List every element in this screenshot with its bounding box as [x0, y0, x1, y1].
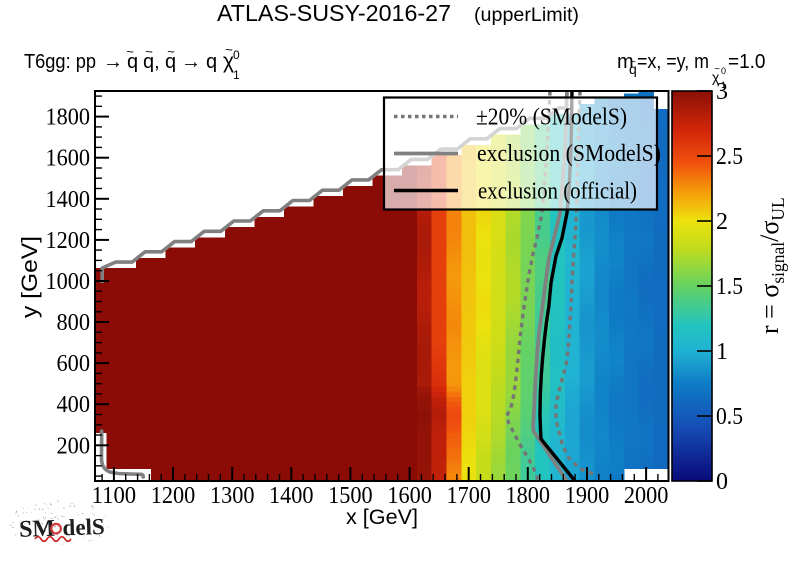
svg-text:~: ~ [167, 44, 175, 59]
svg-text:~: ~ [714, 64, 720, 75]
svg-text:ATLAS-SUSY-2016-27: ATLAS-SUSY-2016-27 [217, 0, 451, 26]
svg-text:0: 0 [233, 48, 240, 62]
svg-text:(upperLimit): (upperLimit) [474, 4, 579, 26]
svg-text:2: 2 [716, 209, 728, 235]
svg-text:1600: 1600 [46, 146, 91, 172]
svg-text:400: 400 [57, 392, 91, 418]
svg-text:~: ~ [126, 44, 134, 59]
svg-text:=x, =y, m: =x, =y, m [637, 51, 709, 73]
svg-text:1700: 1700 [446, 483, 491, 509]
svg-text:1000: 1000 [46, 269, 91, 295]
svg-text:1100: 1100 [92, 483, 137, 509]
svg-text:1300: 1300 [210, 483, 255, 509]
svg-text:800: 800 [57, 310, 91, 336]
svg-text:exclusion (SModelS): exclusion (SModelS) [477, 141, 661, 167]
svg-text:1200: 1200 [151, 483, 196, 509]
svg-text:1: 1 [721, 80, 726, 90]
svg-text:x [GeV]: x [GeV] [346, 505, 418, 529]
svg-text:q: q [206, 51, 217, 73]
svg-text:1800: 1800 [46, 105, 91, 131]
svg-text:1800: 1800 [506, 483, 551, 509]
svg-text:1400: 1400 [269, 483, 314, 509]
svg-text:→: → [181, 51, 201, 73]
svg-text:y [GeV]: y [GeV] [17, 236, 42, 318]
svg-text:0.5: 0.5 [716, 404, 743, 430]
svg-text:~: ~ [225, 42, 233, 57]
svg-text:1: 1 [233, 68, 240, 82]
svg-text:exclusion (official): exclusion (official) [478, 179, 637, 205]
svg-text:~: ~ [630, 57, 636, 68]
svg-text:SM: SM [19, 516, 56, 543]
svg-text:600: 600 [57, 351, 91, 377]
svg-text:2.5: 2.5 [716, 144, 743, 170]
svg-text:1: 1 [716, 339, 728, 365]
svg-text:0: 0 [721, 66, 726, 76]
svg-text:~: ~ [145, 44, 153, 59]
svg-text:0: 0 [716, 469, 728, 495]
svg-text:1400: 1400 [46, 187, 91, 213]
svg-text:1900: 1900 [565, 483, 610, 509]
svg-text:1200: 1200 [46, 228, 91, 254]
svg-text:2000: 2000 [624, 483, 669, 509]
svg-text:T6gg: pp: T6gg: pp [24, 51, 96, 73]
svg-text:200: 200 [57, 433, 91, 459]
svg-text:→: → [103, 51, 123, 73]
svg-text:=1.0: =1.0 [728, 51, 766, 73]
svg-text:±20% (SModelS): ±20% (SModelS) [476, 105, 627, 131]
svg-text:1.5: 1.5 [716, 274, 743, 300]
svg-text:delS: delS [62, 514, 105, 540]
